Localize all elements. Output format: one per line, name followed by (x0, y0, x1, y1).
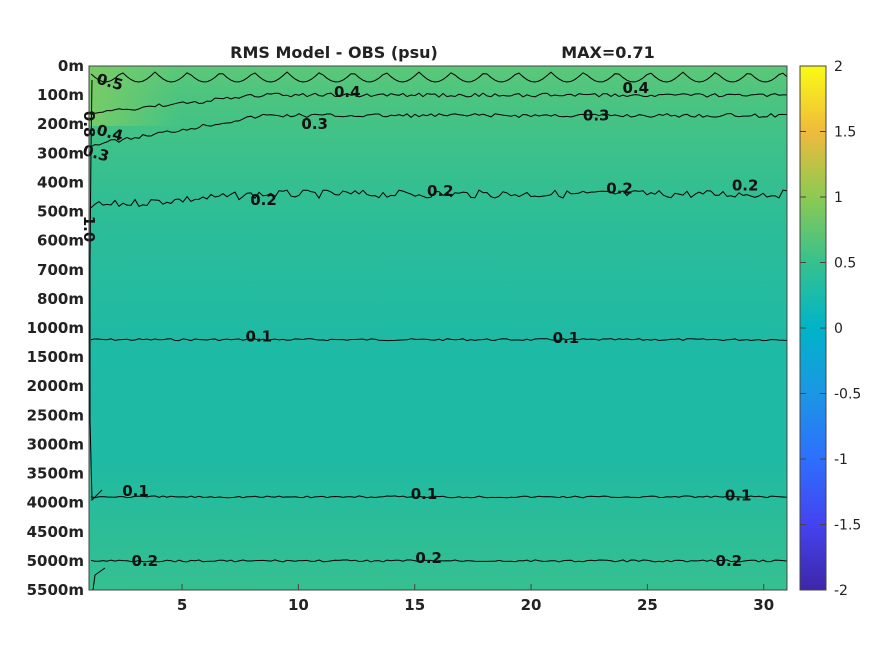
x-tick-label: 15 (404, 596, 425, 614)
contour-label: 0.1 (122, 482, 149, 500)
y-tick-label: 2000m (27, 377, 84, 395)
plot-frame (88, 65, 788, 591)
x-tick-label: 20 (521, 596, 542, 614)
y-tick-label: 800m (37, 290, 84, 308)
contour-label: 0.1 (411, 485, 438, 503)
contour-label: 0.2 (732, 176, 759, 194)
contour-line (90, 338, 788, 342)
contour-labels: 0.5 0.4 0.40.4 0.3 0.30.30.80.2 0.2 0.2 0.21.00… (80, 70, 759, 570)
max-label: MAX=0.71 (561, 43, 655, 62)
contour-line (89, 79, 103, 502)
colorbar-tick-label: 0.5 (834, 256, 856, 272)
heatmap-field (89, 66, 787, 590)
x-tick-label: 10 (288, 596, 309, 614)
contour-line (90, 112, 788, 148)
contour-line (90, 495, 788, 499)
y-tick-label: 200m (37, 115, 84, 133)
contour-label: 0.3 (301, 115, 328, 133)
contour-line (92, 567, 106, 591)
colorbar-tick-label: 1 (834, 190, 843, 206)
contour-line (90, 71, 788, 83)
x-tick-label: 25 (637, 596, 658, 614)
y-tick-label: 700m (37, 261, 84, 279)
contour-label: 0.2 (427, 182, 454, 200)
contour-label: 0.2 (250, 191, 277, 209)
colorbar-tick-label: -1.5 (834, 518, 861, 534)
contour-label: 0.4 (334, 83, 361, 101)
y-tick-label: 2500m (27, 406, 84, 424)
y-tick-label: 1000m (27, 319, 84, 337)
contour-label: 0.2 (132, 552, 159, 570)
contour-line (90, 92, 787, 114)
colorbar: 2 1.5 1 0.5 0 -0.5 -1 -1.5 -2 (799, 59, 861, 599)
contour-label: 0.1 (725, 486, 752, 504)
y-tick-label: 3500m (27, 465, 84, 483)
y-tick-label: 1500m (27, 348, 84, 366)
x-axis-tick-labels: 5 10 15 20 25 30 (177, 584, 774, 614)
colorbar-tick-label: 0 (834, 321, 843, 337)
y-tick-label: 100m (37, 86, 84, 104)
contour-label: 0.3 (583, 106, 610, 124)
contour-label: 0.2 (415, 549, 442, 567)
colorbar-tick-labels: 2 1.5 1 0.5 0 -0.5 -1 -1.5 -2 (800, 59, 861, 599)
plot-area: 0.5 0.4 0.40.4 0.3 0.30.30.80.2 0.2 0.2 0.21.00… (80, 65, 788, 591)
surface-high-anomaly (89, 66, 179, 126)
colorbar-tick-label: -1 (834, 452, 848, 468)
contour-label: 0.1 (246, 328, 273, 346)
y-tick-label: 4000m (27, 494, 84, 512)
colorbar-tick-label: 2 (834, 59, 843, 75)
contour-line (90, 189, 788, 209)
contour-line (90, 559, 788, 563)
contour-label: 0.2 (716, 552, 743, 570)
y-tick-label: 400m (37, 173, 84, 191)
y-tick-label: 5000m (27, 552, 84, 570)
colorbar-tick-label: 1.5 (834, 125, 856, 141)
contour-lines (89, 71, 788, 591)
chart-title: RMS Model - OBS (psu) (230, 43, 438, 62)
y-axis-tick-labels: 0m 100m 200m 300m 400m 500m 600m 700m 800m 1000m 1… (27, 57, 84, 599)
y-tick-label: 5500m (27, 581, 84, 599)
y-tick-label: 500m (37, 203, 84, 221)
contour-label: 0.1 (553, 329, 580, 347)
y-tick-label: 4500m (27, 523, 84, 541)
colorbar-tick-label: -2 (834, 583, 848, 599)
contour-label: 0.4 (622, 79, 649, 97)
y-tick-label: 600m (37, 232, 84, 250)
contour-label: 0.2 (606, 179, 633, 197)
y-tick-label: 3000m (27, 435, 84, 453)
colorbar-tick-label: -0.5 (834, 387, 861, 403)
x-tick-label: 30 (753, 596, 774, 614)
y-tick-label: 0m (58, 57, 84, 75)
x-tick-label: 5 (177, 596, 187, 614)
y-tick-label: 300m (37, 144, 84, 162)
